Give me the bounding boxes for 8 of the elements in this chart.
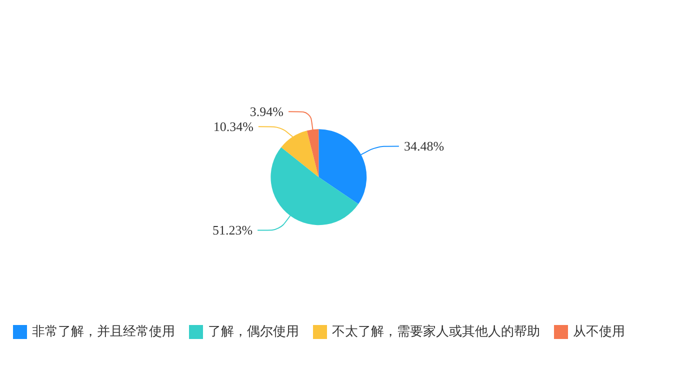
legend-label: 了解，偶尔使用 [208,324,299,340]
legend-label: 非常了解，并且经常使用 [32,324,175,340]
data-label: 3.94% [250,104,284,120]
data-label: 34.48% [404,138,444,154]
data-label: 51.23% [212,222,253,238]
legend-label: 不太了解，需要家人或其他人的帮助 [332,324,540,340]
legend-label: 从不使用 [573,324,625,340]
data-label: 10.34% [213,119,254,134]
